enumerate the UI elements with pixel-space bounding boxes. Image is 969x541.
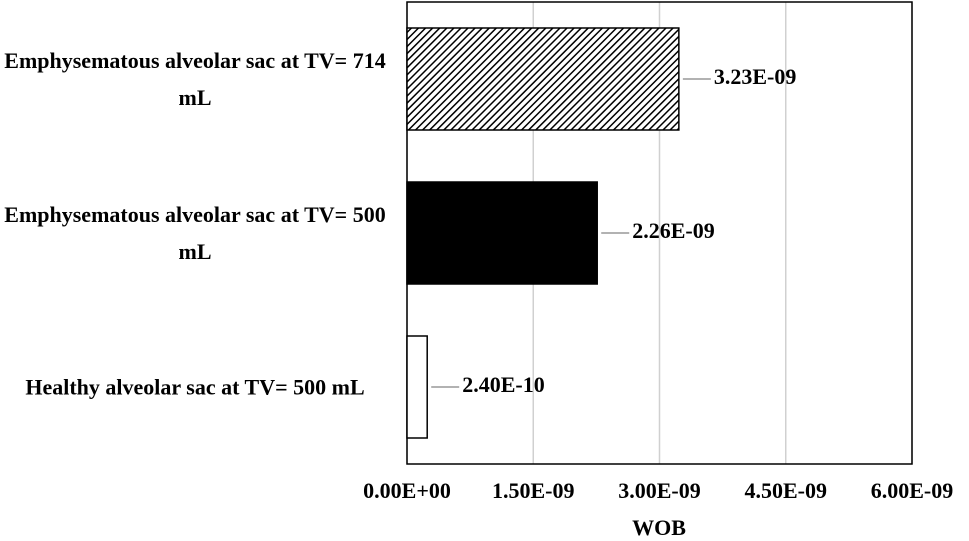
y-tick-label: Healthy alveolar sac at TV= 500 mL [25, 374, 365, 400]
y-tick-label: Emphysematous alveolar sac at TV= 714 mL [4, 48, 386, 110]
bar [406, 27, 680, 131]
y-tick-label: Emphysematous alveolar sac at TV= 500 mL [4, 202, 386, 264]
value-label: 3.23E-09 [714, 64, 797, 89]
value-label: 2.40E-10 [462, 372, 545, 397]
x-tick-label: 6.00E-09 [871, 478, 954, 503]
x-axis-title: WOB [632, 515, 686, 540]
x-tick-label: 4.50E-09 [745, 478, 828, 503]
value-label: 2.26E-09 [632, 218, 715, 243]
x-tick-label: 0.00E+00 [363, 478, 451, 503]
x-tick-label: 3.00E-09 [618, 478, 701, 503]
bar [406, 181, 598, 285]
x-tick-label: 1.50E-09 [492, 478, 575, 503]
bar [406, 335, 428, 439]
